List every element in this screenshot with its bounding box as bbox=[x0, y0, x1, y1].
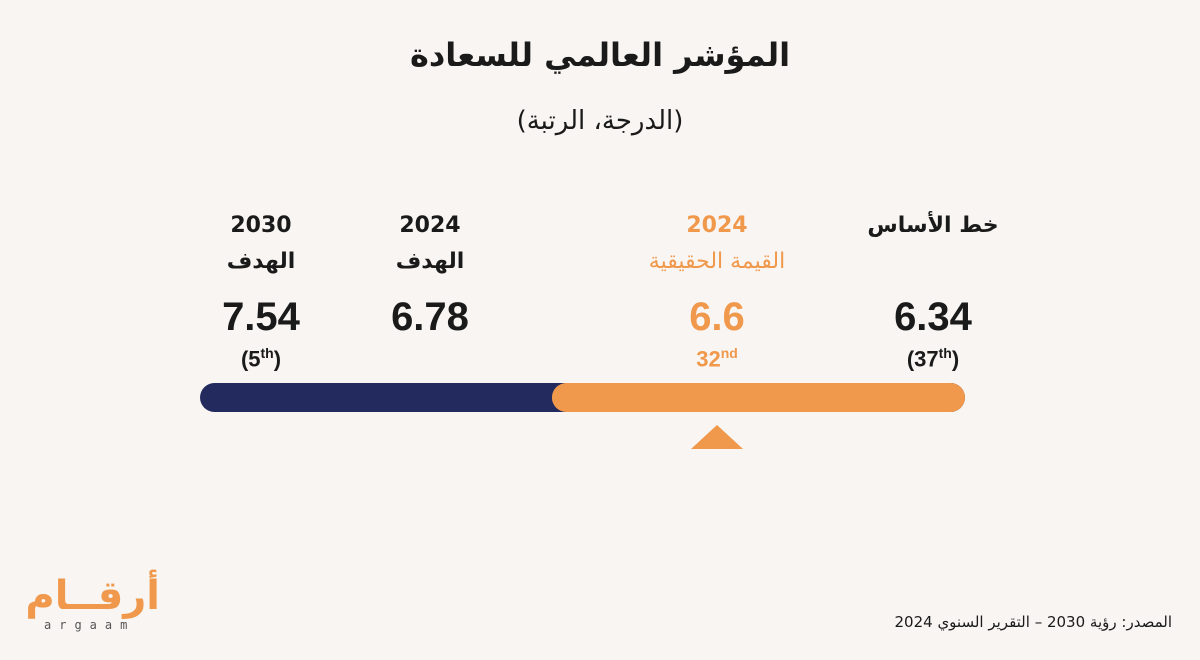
target-2030-rank: (5th) bbox=[240, 345, 282, 372]
target-2024-column: 2024 الهدف 6.78 bbox=[310, 213, 550, 373]
target-2024-year: 2024 bbox=[399, 213, 461, 238]
current-position-marker bbox=[691, 425, 743, 449]
logo-arabic-text: أرقــام bbox=[25, 573, 160, 619]
target-2030-label: الهدف bbox=[226, 249, 296, 274]
actual-2024-label: القيمة الحقيقية bbox=[648, 249, 786, 274]
target-2024-label: الهدف bbox=[395, 249, 465, 274]
chart-subtitle: (الدرجة، الرتبة) bbox=[516, 106, 684, 136]
target-2030-value: 7.54 bbox=[222, 295, 300, 339]
actual-2024-rank: 32nd bbox=[696, 345, 738, 372]
baseline-label: خط الأساس bbox=[867, 213, 999, 238]
baseline-value: 6.34 bbox=[894, 295, 972, 339]
target-2024-value: 6.78 bbox=[391, 295, 469, 339]
argaam-logo: أرقــام argaam bbox=[25, 572, 180, 642]
source-note: المصدر: رؤية 2030 – التقرير السنوي 2024 bbox=[894, 613, 1172, 631]
achieved-bar bbox=[551, 383, 965, 412]
actual-2024-column: 2024 القيمة الحقيقية 6.6 32nd bbox=[597, 213, 837, 373]
target-2030-year: 2030 bbox=[230, 213, 292, 238]
actual-2024-value: 6.6 bbox=[689, 295, 745, 339]
actual-2024-year: 2024 bbox=[686, 213, 748, 238]
baseline-column: خط الأساس 6.34 (37th) bbox=[813, 213, 1053, 373]
target-2030-column: 2030 الهدف 7.54 (5th) bbox=[141, 213, 381, 373]
baseline-rank: (37th) bbox=[906, 345, 960, 372]
logo-latin-text: argaam bbox=[44, 618, 136, 632]
chart-title: المؤشر العالمي للسعادة bbox=[409, 36, 791, 74]
